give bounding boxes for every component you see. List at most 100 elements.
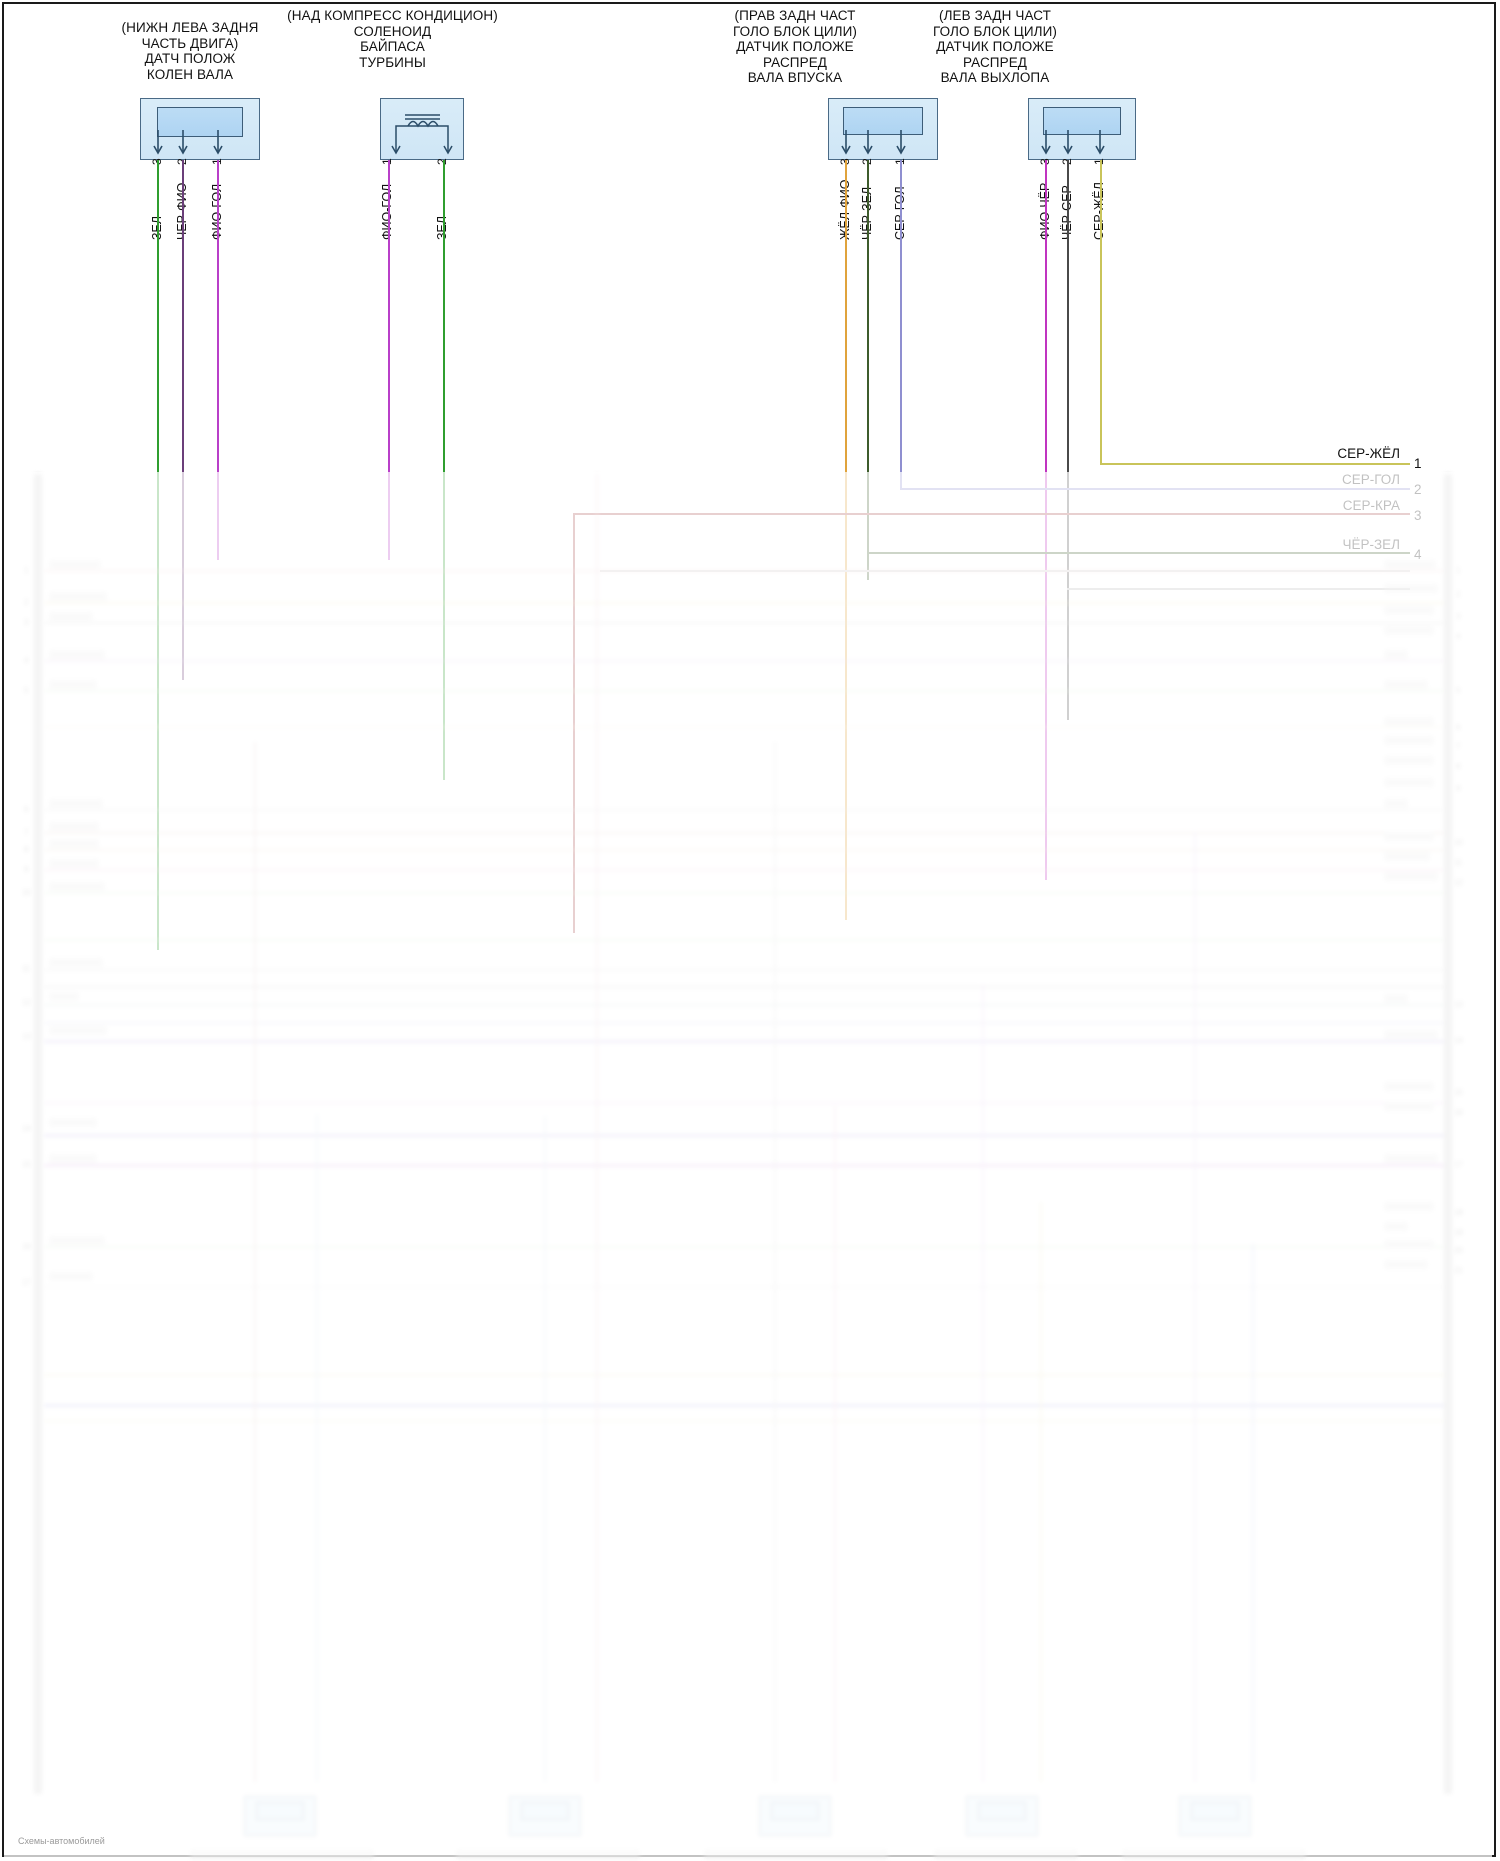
ecu-wire-label [1384, 1154, 1438, 1163]
ecu-pin-number: 16 [1454, 1108, 1463, 1117]
ecu-wire-label [49, 822, 99, 831]
ecu-wire-label [1384, 584, 1438, 593]
ecu-wire-label [1384, 1030, 1438, 1039]
harness-line [44, 690, 1444, 692]
wire-turbo-2-green [443, 160, 445, 780]
ecu-pin-number: 21 [1454, 1266, 1463, 1275]
harness-line [44, 622, 1444, 624]
ecu-pin-number: 17 [1454, 1160, 1463, 1169]
connector-cmp-exhaust-body [1043, 107, 1121, 135]
wire-cmp-ex-1-khaki [1100, 160, 1102, 465]
ecu-wire-label [1384, 680, 1428, 689]
component-label-cmp-exhaust: (ЛЕВ ЗАДН ЧАСТ ГОЛО БЛОК ЦИЛИ) ДАТЧИК ПО… [932, 8, 1058, 85]
connector-cmp-exhaust-arrows [1041, 130, 1105, 155]
branch-drop [316, 1114, 318, 1782]
ecu-wire-label [49, 612, 93, 621]
ecu-pin-number: 4 [1456, 632, 1461, 641]
pin-number: 1 [380, 158, 394, 165]
ecu-pin-number: 14 [22, 1124, 31, 1133]
wire-turbo-1-magenta [388, 160, 390, 560]
ecu-wire-label [49, 592, 107, 601]
ecu-pin-number: 2 [1456, 590, 1461, 599]
ecu-pin-number: 19 [1454, 1228, 1463, 1237]
ecu-pin-number: 17 [22, 1278, 31, 1287]
ecu-wire-label [49, 799, 103, 808]
ecu-right-rail [1444, 474, 1452, 1794]
ecu-pin-number: 10 [1454, 838, 1463, 847]
ecu-wire-label [1384, 736, 1434, 745]
ecu-pin-number: 7 [1456, 742, 1461, 751]
ecu-pin-number: 2 [24, 598, 29, 607]
ecu-wire-label [49, 958, 103, 967]
wire-cmp-ex-2-gray [1067, 160, 1069, 720]
branch-drop [544, 1116, 546, 1782]
branch-drop [1194, 832, 1196, 1782]
wire-code: ЗЕЛ [435, 215, 449, 240]
bottom-component-label [456, 1850, 640, 1858]
branch-drop [596, 474, 598, 1782]
wire-run-ser-jol [1100, 463, 1410, 465]
ecu-wire-label [1384, 1240, 1434, 1249]
ecu-pin-number: 13 [1454, 1000, 1463, 1009]
bottom-component-label [704, 1850, 888, 1858]
pin-number: 2 [435, 158, 449, 165]
connector-cmp-intake-body [843, 107, 923, 135]
harness-line [44, 570, 1444, 572]
ecu-pin-number: 8 [24, 845, 29, 854]
wire-ckp-2-purple [182, 160, 184, 680]
ecu-wire-label [1384, 1260, 1428, 1269]
watermark: Cхемы-автомобилей [18, 1836, 105, 1846]
ecu-wire-label [1384, 1082, 1434, 1091]
bottom-connector-body [978, 1802, 1026, 1820]
ecu-wire-label [1384, 717, 1434, 726]
ecu-wire-label [1384, 560, 1436, 569]
ecu-pin-number: 13 [22, 1032, 31, 1041]
ecu-pin-number: 3 [1456, 612, 1461, 621]
wire-code: СЕР-ЖЁЛ [1092, 182, 1106, 240]
ecu-wire-label [1384, 852, 1430, 861]
ecu-pin-number: 14 [1454, 1036, 1463, 1045]
harness-line [44, 660, 1444, 662]
ecu-pin-number: 1 [1456, 566, 1461, 575]
ecu-wire-label [49, 859, 99, 868]
ecu-wire-label [49, 1154, 97, 1163]
harness-line [44, 726, 1444, 728]
ecu-pin-number: 18 [1454, 1208, 1463, 1217]
ecu-pin-number: 1 [24, 566, 29, 575]
wire-cmp-in-1-periwinkle [900, 160, 902, 490]
ecu-wire-label [1384, 650, 1408, 659]
ecu-wire-label [49, 680, 97, 689]
component-label-turbo-bypass: (НАД КОМПРЕСС КОНДИЦИОН) СОЛЕНОИД БАЙПАС… [287, 8, 498, 70]
branch-drop [1040, 1202, 1042, 1782]
ecu-pin-number: 20 [1454, 1246, 1463, 1255]
bottom-connector-body [771, 1802, 819, 1820]
ecu-pin-number: 3 [24, 618, 29, 627]
ecu-wire-label [1384, 778, 1434, 787]
ecu-wire-label [1384, 799, 1408, 808]
component-label-ckp: (НИЖН ЛЕВА ЗАДНЯ ЧАСТЬ ДВИГА) ДАТЧ ПОЛОЖ… [121, 20, 259, 82]
bottom-component-label [190, 1850, 374, 1858]
right-terminal-label: СЕР-ЖЁЛ [1337, 446, 1400, 461]
ecu-wire-label [49, 650, 105, 659]
wire-ckp-1-magenta [217, 160, 219, 560]
ecu-wire-label [49, 1236, 105, 1245]
branch-drop [982, 984, 984, 1782]
ecu-wire-label [1384, 994, 1408, 1003]
wire-code: ФИО-ГОЛ [380, 183, 394, 240]
ecu-pin-number: 6 [24, 805, 29, 814]
ecu-wire-label [49, 1026, 107, 1035]
ecu-wire-label [1384, 756, 1434, 765]
ecu-pin-number: 10 [22, 888, 31, 897]
ecu-wire-label [49, 560, 101, 569]
ecu-pin-number: 12 [1454, 878, 1463, 887]
branch-drop [774, 742, 776, 1782]
ecu-wire-label [49, 1272, 93, 1281]
ecu-pin-number: 4 [24, 656, 29, 665]
branch-drop [254, 742, 256, 1782]
ecu-pin-number: 6 [1456, 723, 1461, 732]
bottom-component-label [1122, 1850, 1306, 1858]
ecu-pin-number: 5 [24, 686, 29, 695]
bottom-connector-body [256, 1802, 304, 1820]
ecu-wire-label [1384, 606, 1434, 615]
ecu-wire-label [1384, 872, 1438, 881]
